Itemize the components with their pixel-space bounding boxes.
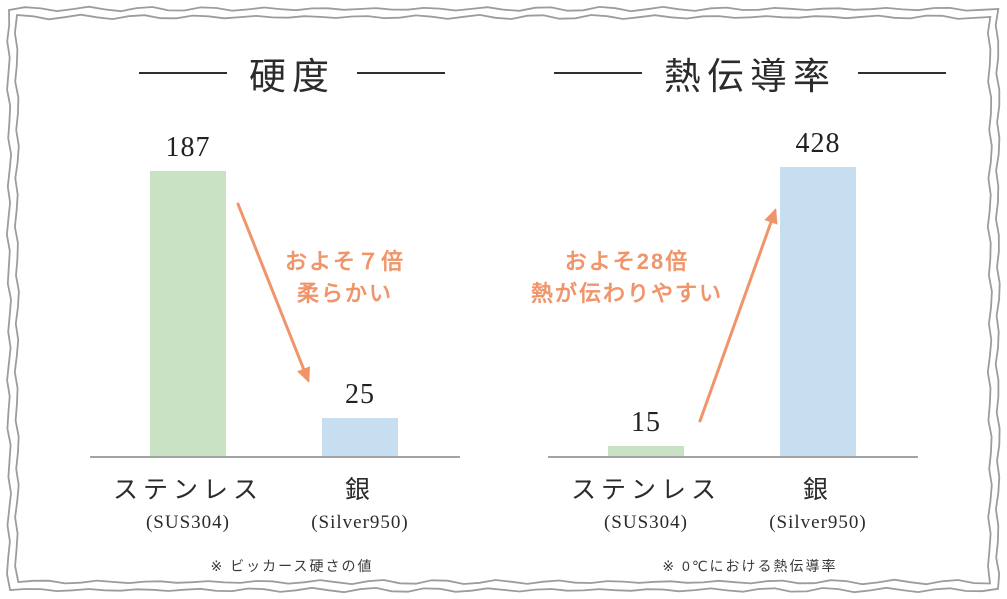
conductivity-x-axis-line (548, 456, 918, 458)
category-sublabel: (Silver950) (769, 512, 867, 533)
annotation-conducts-heat: およそ28倍 熱が伝わりやすい (522, 246, 732, 310)
bar-stainless-conductivity (608, 446, 684, 456)
category-silver: 銀 (Silver950) (728, 470, 908, 534)
category-silver: 銀 (Silver950) (270, 470, 450, 534)
category-sublabel: (SUS304) (145, 512, 230, 533)
category-label: ステンレス (570, 477, 721, 504)
annotation-softer: およそ７倍 柔らかい (260, 246, 430, 310)
category-label: 銀 (344, 477, 375, 504)
bar-value-label-silver: 25 (345, 379, 375, 410)
conductivity-chart-panel: 熱伝導率 15 428 (530, 50, 970, 576)
category-sublabel: (Silver950) (311, 512, 409, 533)
bar-group-silver: 25 (322, 379, 398, 456)
bar-group-silver: 428 (780, 128, 856, 456)
bar-stainless-hardness (150, 171, 226, 456)
conductivity-plot-area: 15 428 およそ28倍 熱が伝わりや (530, 128, 970, 456)
hardness-chart-panel: 硬度 187 25 (72, 50, 512, 576)
hardness-x-axis-line (90, 456, 460, 458)
hardness-plot-area: 187 25 およそ７倍 柔らかい (72, 132, 512, 456)
bar-silver-conductivity (780, 167, 856, 456)
conductivity-footnote: ※ 0℃における熱伝導率 (662, 558, 838, 574)
bar-group-stainless: 15 (608, 407, 684, 456)
title-rule-right (357, 72, 445, 74)
annotation-line-2: 熱が伝わりやすい (530, 280, 723, 306)
annotation-line-1: およそ28倍 (564, 249, 690, 274)
category-label: ステンレス (112, 477, 263, 504)
bar-silver-hardness (322, 418, 398, 456)
title-rule-right (858, 72, 946, 74)
hardness-chart-title: 硬度 (249, 57, 335, 98)
hardness-category-labels: ステンレス (SUS304) 銀 (Silver950) (72, 470, 512, 538)
conductivity-title-row: 熱伝導率 (530, 50, 970, 98)
annotation-line-1: およそ７倍 (284, 249, 405, 274)
conductivity-chart-title: 熱伝導率 (664, 57, 836, 98)
title-rule-left (139, 72, 227, 74)
bar-group-stainless: 187 (150, 132, 226, 456)
hardness-title-row: 硬度 (72, 50, 512, 98)
bar-value-label-stainless: 187 (165, 132, 211, 163)
category-stainless: ステンレス (SUS304) (556, 470, 736, 534)
bar-value-label-stainless: 15 (631, 407, 661, 438)
annotation-line-2: 柔らかい (296, 280, 393, 306)
hardness-footnote: ※ ビッカース硬さの値 (210, 558, 374, 574)
category-label: 銀 (802, 477, 833, 504)
bar-value-label-silver: 428 (795, 128, 841, 159)
category-sublabel: (SUS304) (603, 512, 688, 533)
charts-row: 硬度 187 25 (72, 50, 970, 576)
conductivity-category-labels: ステンレス (SUS304) 銀 (Silver950) (530, 470, 970, 538)
comparison-arrow-down-icon (236, 202, 311, 383)
category-stainless: ステンレス (SUS304) (98, 470, 278, 534)
comparison-arrow-up-icon (698, 208, 778, 423)
title-rule-left (554, 72, 642, 74)
